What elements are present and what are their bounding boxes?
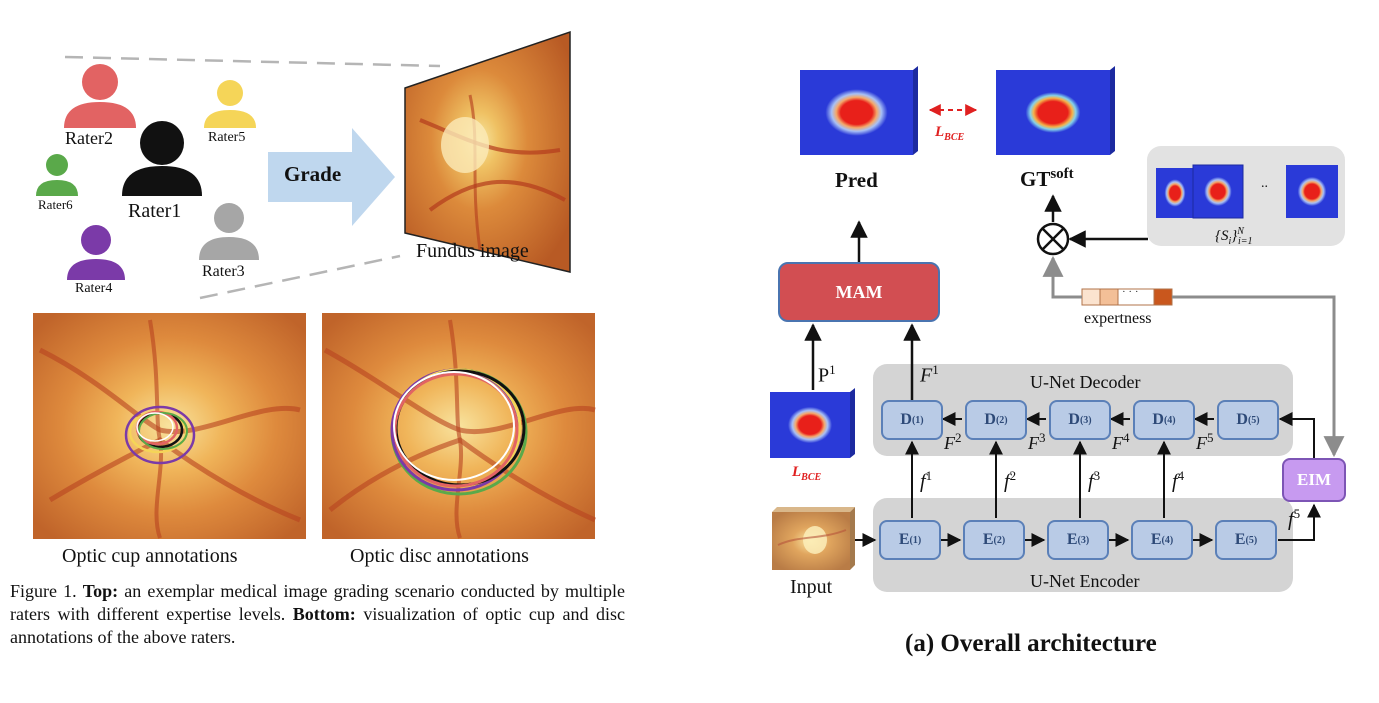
eim-module: EIM [1282,458,1346,502]
optic-disc-image [322,313,597,539]
fundus-image-label: Fundus image [416,240,529,262]
F1-text: F [920,364,933,387]
p1-heatmap [770,388,855,458]
F4-label: F4 [1112,430,1130,453]
set-sub2: i=1 [1237,236,1253,247]
pred-label: Pred [835,168,878,192]
grade-arrow [268,128,395,226]
input-image [772,507,855,570]
loss-L-2: L [792,464,802,480]
rater2-icon [64,64,136,128]
encoder-block-4: E (4) [1131,520,1193,560]
f2-label: f2 [1004,468,1017,493]
loss-label-bottom: LBCE [792,464,821,483]
rater5-label: Rater5 [208,130,246,145]
fundus-image-top [404,30,571,273]
f1-label: f1 [920,468,933,493]
optic-cup-caption: Optic cup annotations [62,545,238,567]
unet-decoder-label: U-Net Decoder [1030,372,1141,392]
decoder-block-5: D (5) [1217,400,1279,440]
gt-sup: soft [1050,166,1074,182]
encoder-block-3: E (3) [1047,520,1109,560]
rater6-icon [36,154,78,196]
p1-sup: 1 [829,362,836,377]
soft-label-stack [1156,164,1338,219]
set-open: {S [1215,228,1229,244]
decoder-block-4: D (4) [1133,400,1195,440]
gt-soft-label: GTsoft [1020,166,1074,192]
F1-label: F1 [920,362,939,388]
rater4-label: Rater4 [75,281,113,296]
pred-heatmap [800,66,918,155]
p1-label: P1 [818,362,836,388]
rater5-icon [204,80,256,128]
architecture-caption: (a) Overall architecture [905,630,1157,657]
rater2-label: Rater2 [65,128,113,148]
soft-set-label: {Si}Ni=1 [1215,226,1252,247]
rater4-icon [67,225,125,280]
F3-label: F3 [1028,430,1046,453]
gt-text: GT [1020,167,1051,191]
rater1-icon [122,121,202,196]
set-close: } [1231,228,1238,244]
mam-module: MAM [778,262,940,322]
caption-bottom-bold: Bottom: [292,604,356,624]
perspective-line-bottom [199,254,401,300]
F2-label: F2 [944,430,962,453]
optic-disc-caption: Optic disc annotations [350,545,529,567]
grade-label: Grade [284,162,342,186]
set-sub: i [1228,236,1232,247]
loss-sub-2: BCE [801,472,822,483]
expertness-label: expertness [1084,310,1152,327]
multiply-icon [1036,222,1070,256]
f3-label: f3 [1088,468,1101,493]
F1-sup: 1 [932,362,939,377]
left-figure-graphics [33,30,597,539]
stack-ellipsis: .. [1261,176,1268,191]
input-label: Input [790,576,833,598]
f5-label: f5 [1288,506,1301,531]
encoder-block-1: E (1) [879,520,941,560]
gt-soft-heatmap [996,66,1115,155]
f4-label: f4 [1172,468,1185,493]
encoder-block-5: E (5) [1215,520,1277,560]
caption-top-text: an exemplar medical image grading scenar… [10,581,626,624]
unet-encoder-label: U-Net Encoder [1030,571,1140,591]
caption-prefix: Figure 1. [10,581,77,601]
loss-label-top: LBCE [935,124,964,143]
optic-cup-image [33,313,306,539]
rater1-label: Rater1 [128,200,182,222]
encoder-block-2: E (2) [963,520,1025,560]
set-sup: N [1237,226,1244,237]
expertness-dots: · · · [1122,286,1139,298]
loss-sub: BCE [944,132,965,143]
p1-text: P [818,364,830,387]
decoder-block-1: D (1) [881,400,943,440]
decoder-block-3: D (3) [1049,400,1111,440]
rater3-icon [199,203,259,260]
figure-caption: Figure 1. Top: an exemplar medical image… [10,580,625,649]
rater6-label: Rater6 [38,197,73,212]
F5-label: F5 [1196,430,1214,453]
caption-bottom-text: visualization of optic cup and disc anno… [10,604,625,647]
decoder-block-2: D (2) [965,400,1027,440]
perspective-line-top [64,55,441,68]
loss-L: L [935,124,945,140]
rater3-label: Rater3 [202,263,245,280]
caption-top-bold: Top: [82,581,119,601]
